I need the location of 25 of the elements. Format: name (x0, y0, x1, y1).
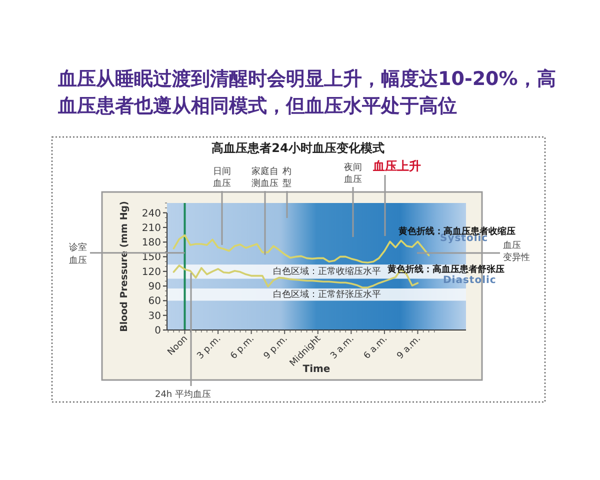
y-tick-label: 60 (148, 296, 161, 308)
y-tick-label: 210 (142, 222, 161, 234)
x-tick-label: 3 a.m. (329, 334, 356, 362)
band-label: 白色区域：正常舒张压水平 (273, 289, 381, 300)
x-tick-label: 6 a.m. (362, 334, 390, 362)
note: 家庭自测血压 (252, 167, 278, 255)
y-axis-title: Blood Pressure (mm Hg) (119, 201, 130, 332)
chart-subtitle: 高血压患者24小时血压变化模式 (212, 141, 384, 155)
y-tick-label: 180 (142, 238, 161, 249)
y-tick-label: 90 (148, 282, 161, 293)
y-tick-label: 0 (154, 326, 161, 336)
annotation: 日间血压 (213, 166, 231, 189)
annotation: 诊室血压 (69, 242, 87, 266)
y-tick-label: 120 (142, 266, 161, 278)
note: 杓型 (282, 167, 292, 218)
line-series (172, 234, 430, 264)
y-tick-label: 240 (142, 208, 161, 220)
y-tick-label: 30 (148, 310, 161, 322)
x-tick-label: 9 a.m. (396, 334, 423, 362)
chart-title: 血压从睡眠过渡到清醒时会明显上升，幅度达10-20%，高血压患者也遵从相同模式，但血压水平处于高位 (58, 67, 557, 119)
x-axis-title: Time (302, 364, 330, 375)
note: 夜间血压 (344, 163, 362, 237)
note: 日间血压 (213, 167, 231, 245)
annotation: 家庭自测血压 (252, 166, 278, 189)
band-label: 白色区域：正常收缩压水平 (273, 266, 381, 278)
